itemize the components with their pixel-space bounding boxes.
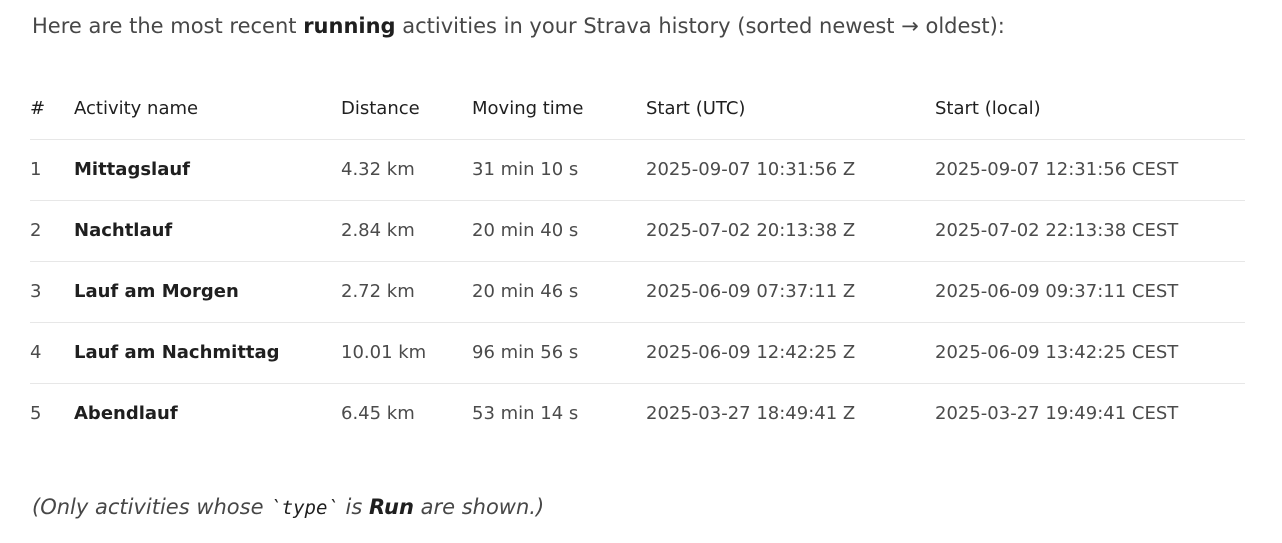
- activity-start-local: 2025-06-09 09:37:11 CEST: [935, 281, 1179, 302]
- row-number: 1: [30, 159, 42, 180]
- header-moving-time: Moving time: [472, 98, 584, 119]
- header-number: #: [30, 98, 46, 119]
- table-row: 1 Mittagslauf 4.32 km 31 min 10 s 2025-0…: [30, 140, 1245, 201]
- row-number: 3: [30, 281, 42, 302]
- activity-distance: 2.72 km: [341, 281, 415, 302]
- activity-distance: 2.84 km: [341, 220, 415, 241]
- activity-moving-time: 31 min 10 s: [472, 159, 579, 180]
- table-row: 2 Nachtlauf 2.84 km 20 min 40 s 2025-07-…: [30, 201, 1245, 262]
- activity-start-local: 2025-06-09 13:42:25 CEST: [935, 342, 1179, 363]
- row-number: 4: [30, 342, 42, 363]
- row-number: 2: [30, 220, 42, 241]
- activity-moving-time: 96 min 56 s: [472, 342, 579, 363]
- note-open: (Only activities whose: [32, 495, 271, 519]
- activities-table: # Activity name Distance Moving time Sta…: [30, 79, 1245, 445]
- filter-note: (Only activities whose `type` is Run are…: [32, 493, 544, 522]
- activity-start-local: 2025-07-02 22:13:38 CEST: [935, 220, 1179, 241]
- activity-name: Nachtlauf: [74, 220, 173, 241]
- activity-start-local: 2025-09-07 12:31:56 CEST: [935, 159, 1179, 180]
- intro-text: Here are the most recent running activit…: [32, 12, 1005, 40]
- activity-start-utc: 2025-07-02 20:13:38 Z: [646, 220, 856, 241]
- activity-name: Lauf am Morgen: [74, 281, 239, 302]
- note-close: are shown.): [413, 495, 545, 519]
- activity-distance: 4.32 km: [341, 159, 415, 180]
- activity-name: Mittagslauf: [74, 159, 190, 180]
- note-code: `type`: [270, 497, 339, 519]
- intro-emphasis: running: [303, 14, 396, 38]
- activity-start-utc: 2025-03-27 18:49:41 Z: [646, 403, 856, 424]
- activity-start-utc: 2025-06-09 07:37:11 Z: [646, 281, 856, 302]
- table-row: 5 Abendlauf 6.45 km 53 min 14 s 2025-03-…: [30, 384, 1245, 445]
- header-distance: Distance: [341, 98, 420, 119]
- activity-start-utc: 2025-09-07 10:31:56 Z: [646, 159, 856, 180]
- note-value: Run: [368, 495, 414, 519]
- row-number: 5: [30, 403, 42, 424]
- activity-distance: 6.45 km: [341, 403, 415, 424]
- header-start-utc: Start (UTC): [646, 98, 746, 119]
- header-start-local: Start (local): [935, 98, 1041, 119]
- note-middle: is: [338, 495, 369, 519]
- activity-start-utc: 2025-06-09 12:42:25 Z: [646, 342, 856, 363]
- activity-moving-time: 53 min 14 s: [472, 403, 579, 424]
- table-header-row: # Activity name Distance Moving time Sta…: [30, 79, 1245, 140]
- table-row: 4 Lauf am Nachmittag 10.01 km 96 min 56 …: [30, 323, 1245, 384]
- intro-after: activities in your Strava history (sorte…: [395, 14, 1005, 38]
- activity-name: Lauf am Nachmittag: [74, 342, 280, 363]
- table-row: 3 Lauf am Morgen 2.72 km 20 min 46 s 202…: [30, 262, 1245, 323]
- intro-before: Here are the most recent: [32, 14, 304, 38]
- activity-distance: 10.01 km: [341, 342, 427, 363]
- activity-moving-time: 20 min 40 s: [472, 220, 579, 241]
- activity-start-local: 2025-03-27 19:49:41 CEST: [935, 403, 1179, 424]
- activity-moving-time: 20 min 46 s: [472, 281, 579, 302]
- activity-name: Abendlauf: [74, 403, 178, 424]
- header-activity-name: Activity name: [74, 98, 199, 119]
